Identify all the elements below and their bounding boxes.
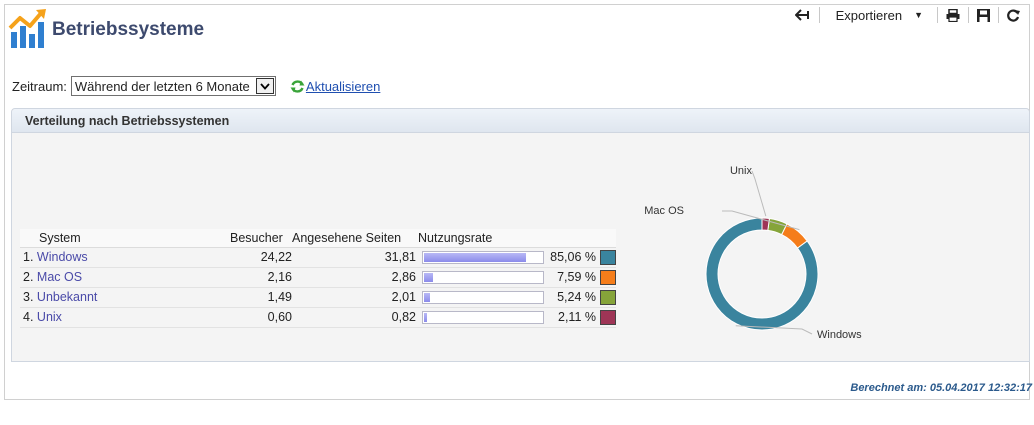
bar-chart-trend-icon	[8, 9, 46, 48]
visitors-cell: 2,16	[230, 267, 292, 288]
color-swatch	[600, 289, 616, 305]
column-header-pages: Angesehene Seiten	[292, 229, 418, 248]
row-rank: 1.	[23, 250, 34, 264]
period-select-value: Während der letzten 6 Monate	[74, 78, 250, 94]
usage-bar	[422, 270, 544, 284]
rate-value: 7,59 %	[557, 270, 596, 284]
pages-cell: 31,81	[292, 247, 418, 268]
pages-cell: 2,86	[292, 267, 418, 288]
toolbar: Exportieren ▼	[787, 6, 1028, 24]
page-title: Betriebssysteme	[52, 19, 205, 40]
os-donut-chart: Windows Mac OS Unix	[644, 165, 862, 341]
save-button[interactable]	[969, 6, 998, 24]
row-rank: 4.	[23, 310, 34, 324]
rate-value: 5,24 %	[557, 290, 596, 304]
distribution-panel: Verteilung nach Betriebssystemen System …	[11, 108, 1030, 362]
toolbar-divider	[998, 7, 999, 23]
period-select[interactable]: Während der letzten 6 Monate	[70, 76, 276, 96]
pages-cell: 2,01	[292, 287, 418, 308]
rate-cell: 5,24 %	[418, 287, 616, 308]
usage-bar-fill	[424, 272, 434, 282]
toolbar-divider	[937, 7, 938, 23]
system-cell: 2. Mac OS	[20, 267, 230, 288]
refresh-link: Aktualisieren	[305, 78, 381, 94]
table-header-row: System Besucher Angesehene Seiten Nutzun…	[20, 229, 616, 248]
system-cell: 1. Windows	[20, 247, 230, 268]
table-row: 2. Mac OS 2,16 2,86 7,59 %	[20, 267, 616, 288]
computed-timestamp: Berechnet am: 05.04.2017 12:32:17	[850, 382, 1032, 394]
export-dropdown[interactable]: Exportieren ▼	[820, 8, 937, 23]
usage-bar	[422, 250, 544, 264]
usage-bar-fill	[424, 252, 527, 262]
rate-cell: 2,11 %	[418, 307, 616, 328]
pie-label-mac-os: Mac OS	[644, 205, 684, 217]
reload-icon	[1007, 8, 1020, 22]
table-row: 1. Windows 24,22 31,81 85,06 %	[20, 247, 616, 268]
print-button[interactable]	[938, 6, 968, 24]
rate-cell: 85,06 %	[418, 247, 616, 268]
usage-bar-fill	[424, 292, 431, 302]
rate-value: 2,11 %	[558, 310, 596, 324]
refresh-icon	[290, 79, 305, 93]
pie-leader-line	[751, 170, 767, 217]
visitors-cell: 1,49	[230, 287, 292, 308]
system-cell: 4. Unix	[20, 307, 230, 328]
pie-slice-windows	[705, 217, 819, 331]
refresh-button[interactable]: Aktualisieren	[290, 79, 380, 94]
chevron-down-icon	[255, 78, 274, 94]
pages-cell: 0,82	[292, 307, 418, 328]
row-rank: 3.	[23, 290, 34, 304]
back-arrow-icon	[794, 9, 809, 21]
reload-button[interactable]	[999, 6, 1028, 24]
system-link[interactable]: Unix	[36, 310, 62, 324]
color-swatch	[600, 309, 616, 325]
pie-label-unix: Unix	[730, 165, 753, 177]
rate-value: 85,06 %	[550, 250, 596, 264]
row-rank: 2.	[23, 270, 34, 284]
rate-cell: 7,59 %	[418, 267, 616, 288]
export-label: Exportieren	[835, 7, 903, 23]
pie-leader-line	[722, 210, 800, 231]
period-label: Zeitraum:	[12, 78, 67, 94]
panel-title: Verteilung nach Betriebssystemen	[12, 109, 1029, 133]
color-swatch	[600, 249, 616, 265]
back-button[interactable]	[787, 6, 819, 24]
os-table: System Besucher Angesehene Seiten Nutzun…	[20, 229, 616, 328]
column-header-visitors: Besucher	[230, 229, 292, 248]
caret-down-icon: ▼	[914, 10, 923, 20]
toolbar-divider	[818, 7, 820, 23]
column-header-system: System	[20, 229, 230, 248]
report-header: Betriebssysteme	[8, 8, 204, 50]
system-link[interactable]: Unbekannt	[36, 290, 98, 304]
print-icon	[946, 8, 960, 22]
system-link[interactable]: Mac OS	[36, 270, 83, 284]
visitors-cell: 0,60	[230, 307, 292, 328]
usage-bar	[422, 310, 544, 324]
pie-leader-line	[735, 325, 813, 335]
table-row: 4. Unix 0,60 0,82 2,11 %	[20, 307, 616, 328]
usage-bar-fill	[424, 312, 427, 322]
color-swatch	[600, 269, 616, 285]
system-cell: 3. Unbekannt	[20, 287, 230, 308]
system-link[interactable]: Windows	[36, 250, 88, 264]
table-row: 3. Unbekannt 1,49 2,01 5,24 %	[20, 287, 616, 308]
pie-label-windows: Windows	[817, 329, 862, 341]
save-icon	[977, 8, 990, 22]
toolbar-divider	[968, 7, 969, 23]
column-header-rate: Nutzungsrate	[418, 229, 616, 248]
visitors-cell: 24,22	[230, 247, 292, 268]
usage-bar	[422, 290, 544, 304]
period-filter: Zeitraum: Während der letzten 6 Monate A…	[12, 76, 380, 96]
